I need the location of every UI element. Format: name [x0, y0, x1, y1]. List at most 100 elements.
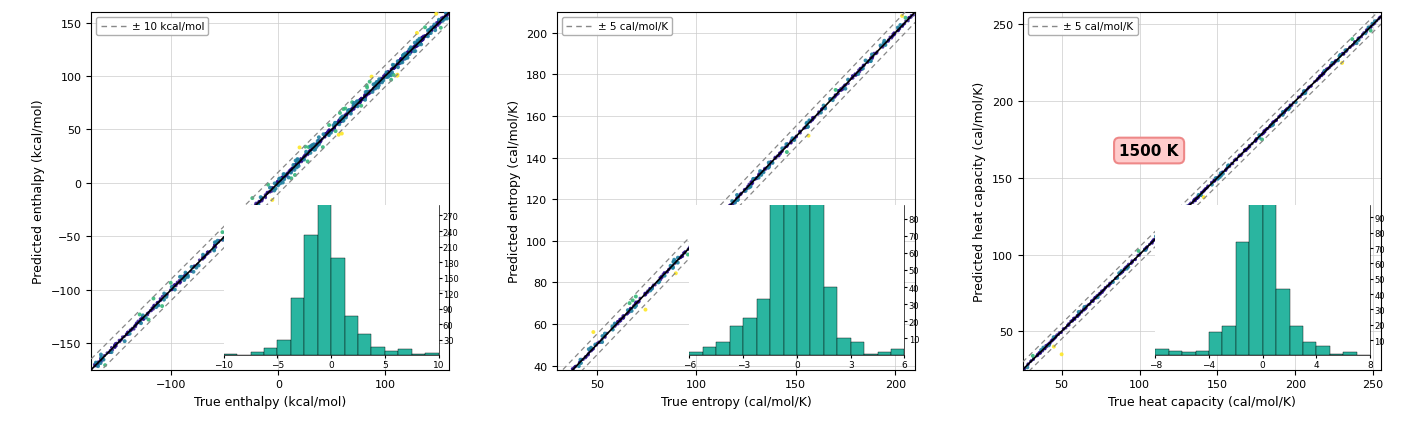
Point — [684, 240, 707, 247]
Point — [259, 189, 282, 196]
Point — [714, 209, 736, 216]
Point — [639, 287, 662, 294]
Point — [700, 224, 722, 230]
Point — [247, 204, 269, 211]
Point — [827, 88, 850, 95]
Point — [872, 45, 894, 52]
Point — [1089, 290, 1112, 297]
Point — [318, 128, 341, 135]
Point — [376, 72, 398, 79]
Point — [437, 12, 460, 18]
Point — [823, 95, 845, 101]
Point — [667, 255, 690, 261]
Point — [303, 144, 325, 151]
Point — [1067, 309, 1089, 316]
Point — [356, 90, 379, 97]
Point — [568, 359, 590, 366]
Point — [1029, 350, 1052, 357]
Point — [266, 181, 289, 188]
Point — [1133, 247, 1155, 254]
Point — [607, 318, 629, 325]
Point — [397, 55, 419, 62]
Point — [684, 239, 707, 246]
Point — [325, 120, 348, 127]
Point — [1116, 263, 1138, 270]
Point — [662, 264, 684, 271]
Point — [1042, 336, 1064, 343]
Point — [1259, 123, 1281, 130]
Point — [672, 250, 694, 257]
Point — [276, 170, 299, 177]
Point — [747, 172, 770, 179]
Point — [324, 124, 346, 131]
Point — [394, 52, 416, 58]
Point — [386, 63, 408, 70]
Point — [329, 117, 352, 124]
Point — [742, 176, 764, 183]
Point — [1161, 218, 1183, 225]
Point — [1063, 315, 1085, 322]
Point — [1182, 200, 1204, 206]
Point — [641, 286, 663, 293]
Point — [1164, 221, 1186, 227]
Point — [1312, 70, 1335, 77]
Point — [390, 58, 412, 64]
Point — [716, 205, 739, 212]
Point — [1259, 124, 1281, 131]
Point — [308, 139, 331, 146]
Point — [887, 28, 910, 35]
Point — [328, 119, 350, 126]
Point — [1012, 366, 1035, 373]
Point — [1026, 353, 1049, 359]
Point — [1206, 175, 1228, 182]
Point — [1074, 305, 1096, 312]
Point — [580, 344, 603, 351]
Point — [404, 43, 426, 50]
Point — [387, 60, 409, 67]
Point — [376, 71, 398, 78]
Point — [1368, 15, 1391, 22]
Point — [388, 58, 411, 65]
Point — [850, 66, 872, 73]
Point — [716, 204, 739, 211]
Point — [329, 116, 352, 123]
Point — [578, 346, 600, 353]
Point — [1218, 164, 1241, 171]
Point — [1035, 342, 1057, 349]
Point — [1110, 269, 1133, 276]
Point — [215, 230, 237, 236]
Point — [366, 80, 388, 86]
Point — [604, 321, 627, 328]
Point — [1203, 178, 1225, 184]
Point — [136, 312, 158, 319]
Point — [725, 196, 747, 203]
Point — [700, 221, 722, 228]
Point — [362, 86, 384, 92]
Point — [890, 13, 913, 20]
Point — [376, 74, 398, 81]
Point — [287, 160, 310, 166]
Point — [132, 316, 154, 322]
Point — [1321, 62, 1343, 69]
Point — [220, 225, 243, 232]
Point — [1029, 350, 1052, 357]
Point — [193, 253, 216, 260]
Point — [1033, 345, 1056, 352]
Point — [761, 160, 784, 167]
Point — [1124, 256, 1147, 263]
Point — [1221, 160, 1244, 167]
Point — [318, 127, 341, 134]
Legend: ± 10 kcal/mol: ± 10 kcal/mol — [97, 18, 209, 37]
Point — [349, 98, 372, 105]
Point — [151, 293, 174, 300]
Point — [680, 243, 702, 250]
Point — [273, 172, 296, 178]
Point — [419, 28, 442, 35]
Point — [234, 214, 257, 221]
Point — [1332, 51, 1354, 58]
Point — [87, 360, 109, 367]
Point — [423, 25, 446, 32]
Point — [149, 298, 171, 304]
Point — [398, 47, 421, 54]
Point — [1265, 118, 1287, 125]
